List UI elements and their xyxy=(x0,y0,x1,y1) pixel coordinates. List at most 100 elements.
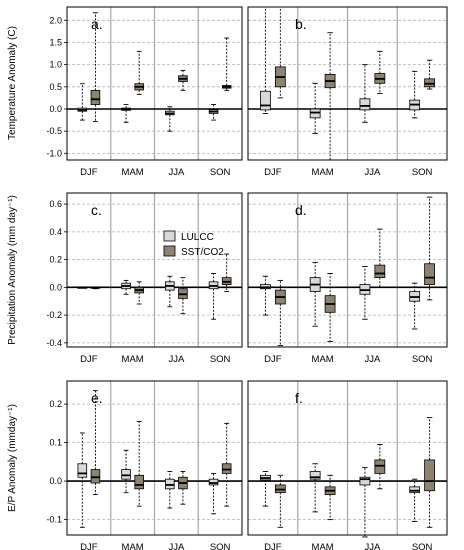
box-lulcc-jja xyxy=(359,266,371,320)
y-tick-label: 2.0 xyxy=(49,15,62,25)
category-label-djf: DJF xyxy=(264,167,282,178)
box-lulcc-jja xyxy=(359,467,371,538)
iqr-box xyxy=(90,89,101,105)
panel-frame xyxy=(247,380,448,536)
category-label-son: SON xyxy=(210,354,231,365)
box-sst-co2-jja xyxy=(178,69,188,91)
box-lulcc-mam xyxy=(309,82,321,134)
panel-frame xyxy=(66,380,243,536)
y-tick-label: -0.2 xyxy=(46,310,62,320)
y-axis-titles: Temperature Anomaly (C) Precipitation An… xyxy=(7,26,18,512)
box-sst-co2-jja xyxy=(374,228,386,288)
category-label-jja: JJA xyxy=(168,167,185,178)
box-sst-co2-djf xyxy=(274,6,286,99)
category-label-jja: JJA xyxy=(364,354,381,365)
category-label-mam: MAM xyxy=(312,167,334,178)
category-label-djf: DJF xyxy=(264,542,282,550)
box-sst-co2-mam xyxy=(134,50,144,95)
iqr-box xyxy=(221,463,232,474)
y-tick-label: 0.0 xyxy=(49,104,62,114)
box-sst-co2-mam xyxy=(134,420,144,507)
panel-label: e. xyxy=(91,390,103,406)
y-tick-label: 0.0 xyxy=(49,282,62,292)
box-lulcc-son xyxy=(208,273,219,320)
category-label-jja: JJA xyxy=(364,167,381,178)
panel-d: d. DJF MAM JJA SON xyxy=(247,192,448,365)
box-sst-co2-son xyxy=(221,422,232,507)
category-label-mam: MAM xyxy=(122,542,144,550)
panel-c: c. DJF MAM JJA SON -0.4 -0.2 0.0 0.2 0.4 0.6 xyxy=(46,192,243,365)
panel-label: d. xyxy=(295,202,307,218)
category-label-jja: JJA xyxy=(168,354,185,365)
legend-swatch-lulcc xyxy=(163,230,176,242)
category-label-mam: MAM xyxy=(122,354,144,365)
box-sst-co2-jja xyxy=(178,277,188,315)
box-sst-co2-son xyxy=(221,253,232,292)
category-label-djf: DJF xyxy=(264,354,282,365)
iqr-box xyxy=(374,459,386,474)
iqr-box xyxy=(121,469,131,480)
category-label-son: SON xyxy=(412,354,433,365)
iqr-box xyxy=(260,90,271,111)
panel-label: a. xyxy=(91,16,103,32)
box-lulcc-djf xyxy=(260,471,271,507)
panel-frame xyxy=(247,6,448,161)
box-sst-co2-djf xyxy=(90,12,101,122)
box-lulcc-djf xyxy=(260,275,271,316)
box-sst-co2-djf xyxy=(90,390,101,496)
category-label-mam: MAM xyxy=(312,542,334,550)
box-sst-co2-son xyxy=(424,196,435,301)
box-lulcc-mam xyxy=(121,104,131,123)
y-tick-label: -0.1 xyxy=(46,515,62,525)
panel-frame xyxy=(66,192,243,348)
y-tick-label: 0.4 xyxy=(49,227,62,237)
iqr-box xyxy=(359,98,371,111)
legend-swatch-sst-co2 xyxy=(163,245,176,257)
box-sst-co2-jja xyxy=(374,50,386,94)
y-tick-label: 0.2 xyxy=(49,255,62,265)
box-sst-co2-mam xyxy=(134,281,144,305)
box-lulcc-son xyxy=(409,282,421,330)
iqr-box xyxy=(165,478,175,490)
box-lulcc-djf xyxy=(77,286,88,289)
iqr-box xyxy=(424,459,435,492)
y-tick-label: -0.4 xyxy=(46,338,62,348)
box-sst-co2-djf xyxy=(274,474,286,528)
category-label-jja: JJA xyxy=(364,542,381,550)
panel-label: f. xyxy=(295,390,303,406)
iqr-box xyxy=(359,476,371,486)
box-lulcc-son xyxy=(409,70,421,119)
iqr-box xyxy=(374,264,386,279)
box-lulcc-mam xyxy=(309,261,321,327)
category-label-djf: DJF xyxy=(80,167,98,178)
iqr-box xyxy=(208,478,219,486)
box-sst-co2-djf xyxy=(274,279,286,347)
box-lulcc-jja xyxy=(165,106,175,132)
iqr-box xyxy=(77,463,88,478)
iqr-box xyxy=(134,474,144,490)
box-lulcc-djf xyxy=(77,83,88,121)
box-lulcc-son xyxy=(409,478,421,522)
y-tick-label: -0.5 xyxy=(46,126,62,136)
y-axis-title-row-2: Precipitation Anomaly (mm day⁻¹) xyxy=(7,195,18,345)
y-axis-title-row-3: E/P Anomaly (mmday⁻¹) xyxy=(7,404,18,512)
category-label-son: SON xyxy=(210,542,231,550)
box-sst-co2-mam xyxy=(324,32,336,161)
legend-label-lulcc: LULCC xyxy=(181,232,214,243)
panel-b: b. DJF MAM JJA SON xyxy=(247,6,448,178)
iqr-box xyxy=(424,263,435,285)
box-sst-co2-jja xyxy=(374,444,386,490)
category-label-djf: DJF xyxy=(80,354,98,365)
category-label-son: SON xyxy=(210,167,231,178)
iqr-box xyxy=(409,486,421,494)
y-tick-label: 0.0 xyxy=(49,476,62,486)
y-tick-label: 1.5 xyxy=(49,37,62,47)
y-axis-title-row-1: Temperature Anomaly (C) xyxy=(7,26,18,140)
box-sst-co2-djf xyxy=(90,286,101,290)
legend-label-sst-co2: SST/CO2 xyxy=(181,247,224,258)
panel-label: c. xyxy=(91,202,102,218)
y-tick-label: 0.6 xyxy=(49,199,62,209)
y-tick-label: 0.5 xyxy=(49,82,62,92)
box-sst-co2-son xyxy=(221,37,232,91)
